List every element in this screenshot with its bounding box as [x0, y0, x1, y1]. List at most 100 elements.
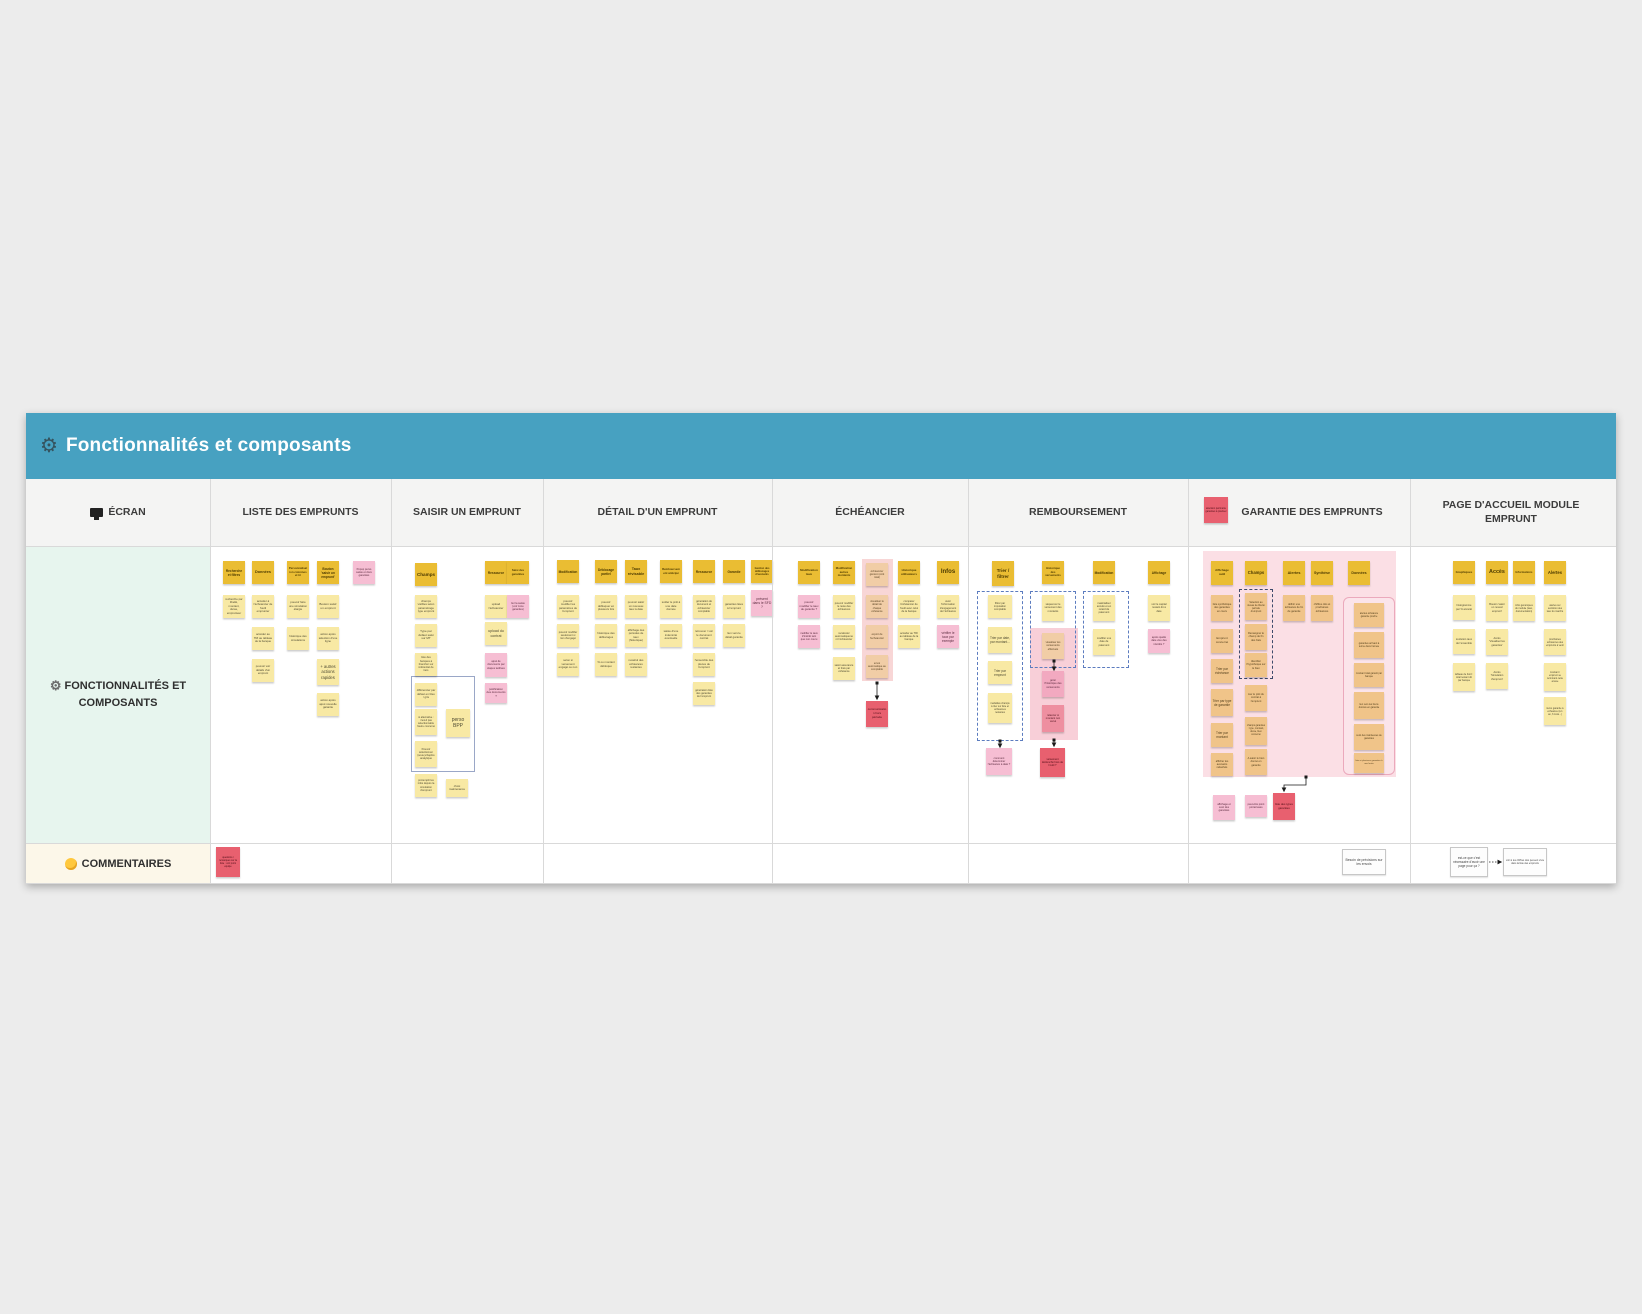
sticky-note[interactable]: Besoin de précisions sur les envois — [1342, 849, 1386, 875]
sticky-note[interactable]: pouvoir faire une simulation élargie — [287, 595, 309, 618]
sticky-note[interactable]: préremplir les infos depuis la simulatio… — [415, 774, 437, 797]
sticky-note[interactable]: % ou montant débloqué — [595, 653, 617, 676]
sticky-note[interactable]: infos génériques du module (taux, docume… — [1513, 595, 1535, 621]
sticky-note[interactable]: si alternative : n'est-il pas sélectionn… — [415, 709, 437, 735]
sticky-note[interactable]: pouvoir modifier seulement si rien d'eng… — [557, 624, 579, 647]
sticky-note[interactable]: filtrer par imputation comptable — [988, 595, 1012, 618]
sticky-note[interactable]: Lier le prêt du contrat à l'emprunt — [1245, 685, 1267, 711]
sticky-note[interactable]: garanties liées à l'emprunt — [723, 595, 745, 618]
sticky-note[interactable]: A saisir le bien donné en garantie — [1245, 749, 1267, 775]
sticky-note[interactable]: recalcul des échéances restantes — [625, 653, 647, 676]
sticky-note[interactable]: solder le prêt à une date donnée — [660, 595, 682, 618]
sticky-note[interactable]: Bouton 'saisir un emprunt' — [317, 561, 339, 584]
sticky-note[interactable]: comparer l'échéancier de l'outil avec ce… — [898, 595, 920, 618]
sticky-note[interactable]: Accès 'Simulation d'emprunt' — [1486, 663, 1508, 689]
sticky-note[interactable]: Déblocage partiel — [595, 560, 617, 583]
sticky-note[interactable]: envoi automatique au comptable — [866, 655, 888, 678]
sticky-note[interactable]: champs visibles selon paramétrage type e… — [415, 595, 437, 618]
sticky-note[interactable]: action après sélection d'une ligne — [317, 627, 339, 650]
sticky-note[interactable]: attention périmètre garanties à préciser — [1204, 497, 1228, 523]
sticky-note[interactable]: prochaines échéances des emprunts à veni… — [1544, 629, 1566, 655]
sticky-note[interactable]: Données — [252, 561, 274, 584]
sticky-note[interactable]: affichage et suivi des garanties — [1213, 795, 1235, 820]
sticky-note[interactable]: pouvoir voir détails d'un emprunt — [252, 659, 274, 682]
sticky-note[interactable]: accéder au TRI au tableau de la banque — [252, 627, 274, 650]
sticky-note[interactable]: génération liste des garanties de l'empr… — [693, 682, 715, 705]
sticky-note[interactable]: liste si plusieurs garanties à une levée — [1354, 753, 1384, 773]
sticky-note[interactable]: Modification — [557, 560, 579, 583]
sticky-note[interactable]: affichage des périodes de taux (historiq… — [625, 624, 647, 647]
sticky-note[interactable]: Historique des versements — [1042, 561, 1064, 584]
sticky-note[interactable]: Trier par date, par montant... — [988, 627, 1012, 653]
sticky-note[interactable]: Identifier l'hypothèque sur le bien — [1245, 653, 1267, 677]
sticky-note[interactable]: accéder à l'échéancier de l'outil emprun… — [252, 595, 274, 618]
sticky-note[interactable]: champs garanties : type, montant, durée,… — [1245, 717, 1267, 745]
sticky-note[interactable]: histogramme par % annuité — [1453, 595, 1475, 620]
sticky-note[interactable]: saisie d'une indemnité éventuelle — [660, 624, 682, 647]
sticky-note[interactable]: Popup perso saisie et docs garanties — [353, 561, 375, 584]
sticky-note[interactable]: Accès 'Visualiser les garanties' — [1486, 629, 1508, 655]
sticky-note[interactable]: ajout de documents par étapes tardives — [485, 653, 507, 677]
sticky-note[interactable]: selon si versement engagé ou non — [557, 653, 579, 676]
sticky-note[interactable]: perso BPP — [446, 709, 470, 737]
sticky-note[interactable]: lien vers les biens donnés en garantie — [1354, 692, 1384, 719]
sticky-note[interactable]: liste synthétique des garanties en cours — [1211, 595, 1233, 621]
sticky-note[interactable]: modalités champs à trier sur liste et éc… — [988, 693, 1012, 723]
sticky-note[interactable]: Renseigner le champ de fin des frais — [1245, 624, 1267, 650]
sticky-note[interactable]: liste des banques à brancher sur référen… — [415, 653, 437, 676]
sticky-note[interactable]: Trier / filtrer — [992, 561, 1014, 586]
sticky-note[interactable]: montant total garanti par banque — [1354, 663, 1384, 687]
sticky-note[interactable]: définir une échéance de fin de garantie — [1283, 595, 1305, 621]
sticky-note[interactable]: Pouvoir sélectionner (sous-)chapitre ana… — [415, 741, 437, 767]
sticky-note[interactable]: Accès — [1486, 561, 1508, 584]
sticky-note[interactable]: Saisi des garanties — [507, 561, 529, 584]
sticky-note[interactable]: gérer l'historique des versements — [1042, 671, 1064, 697]
sticky-note[interactable]: Synthèse — [1311, 561, 1333, 585]
sticky-note[interactable]: présent dans le SFD ? — [751, 590, 773, 616]
sticky-note[interactable]: génération de document et échéancier com… — [693, 595, 715, 618]
sticky-note[interactable]: différencier par défaut en bleu / gris — [415, 683, 437, 706]
sticky-note[interactable]: relancer si montant non versé — [1042, 705, 1064, 732]
sticky-note[interactable]: voir le capital restant dû à date — [1148, 595, 1170, 621]
sticky-note[interactable]: visualiser les versements effectués — [1042, 633, 1064, 659]
sticky-note[interactable]: Bouton 'saisir un nouvel emprunt' — [1486, 595, 1508, 621]
sticky-note[interactable]: après quelle date visu des intérêts ? — [1148, 629, 1170, 653]
sticky-note[interactable]: pouvoir modifier le reste des échéances — [833, 595, 855, 618]
sticky-note[interactable]: lier la saisie (voir zone garanties) — [507, 595, 529, 618]
sticky-note[interactable]: Trier par montant — [1211, 723, 1233, 747]
sticky-note[interactable]: upload du contrat — [485, 622, 507, 645]
sticky-note[interactable]: comment déterminer l'échéance à date ? — [986, 748, 1012, 775]
sticky-note[interactable]: pouvoir modifier les paramètres de l'emp… — [557, 595, 579, 618]
sticky-note[interactable]: avoir l'information d'engagement de l'éc… — [937, 595, 959, 618]
sticky-note[interactable]: modifier une date de paiement — [1093, 629, 1115, 655]
sticky-note[interactable]: modifier le taux d'intérêt tant que non … — [798, 625, 820, 648]
sticky-note[interactable]: versement déclenché hors de l'outil ? — [1040, 748, 1065, 777]
sticky-note[interactable]: recherche par libellé, montant, durée, e… — [223, 595, 245, 618]
sticky-note[interactable]: items garantie à échéance (à 1 an, 6 moi… — [1544, 697, 1566, 725]
sticky-note[interactable]: alertes sur évolution des taux du marché — [1544, 595, 1566, 621]
sticky-note[interactable]: garanties arrivant à terme dans l'année — [1354, 632, 1384, 658]
sticky-note[interactable]: action après ajout nouvelle garantie — [317, 693, 339, 716]
sticky-note[interactable]: Trier par type de garantie — [1211, 689, 1233, 716]
sticky-note[interactable]: Garantie — [723, 560, 745, 583]
sticky-note[interactable]: Graphiques — [1453, 561, 1475, 584]
sticky-note[interactable]: pouvoir saisir un nouveau taux à date — [625, 595, 647, 618]
sticky-note[interactable]: Ressource — [693, 560, 715, 583]
sticky-note[interactable]: Données — [1348, 561, 1370, 585]
sticky-note[interactable]: retrouver / voir le document contrat — [693, 624, 715, 647]
sticky-note[interactable]: séquencer le versement des montants — [1042, 595, 1064, 621]
sticky-note[interactable]: Ressource — [485, 561, 507, 584]
sticky-note[interactable]: Informations — [1513, 561, 1535, 584]
sticky-note[interactable]: Remboursement anticipé — [660, 560, 682, 583]
sticky-note[interactable]: accéder au TRI au tableau de la banque — [898, 625, 920, 648]
sticky-note[interactable]: Historique utilisateurs — [898, 561, 920, 584]
sticky-note[interactable]: voir si les chiffres clés peuvent vivre … — [1503, 848, 1547, 876]
sticky-note[interactable]: Trier par échéance — [1211, 659, 1233, 683]
sticky-note[interactable]: communication hors période — [866, 701, 888, 727]
sticky-note[interactable]: choix maintenance — [446, 779, 468, 797]
sticky-note[interactable]: tableau de bord : total restant dû par b… — [1453, 663, 1475, 691]
sticky-note[interactable]: Bouton saisir un emprunt — [317, 595, 339, 618]
sticky-note[interactable]: Emprunt concerné — [1211, 629, 1233, 653]
sticky-note[interactable]: suivi des mainlevées de garanties — [1354, 724, 1384, 750]
sticky-note[interactable]: alertes échéance garantie proche — [1354, 603, 1384, 627]
